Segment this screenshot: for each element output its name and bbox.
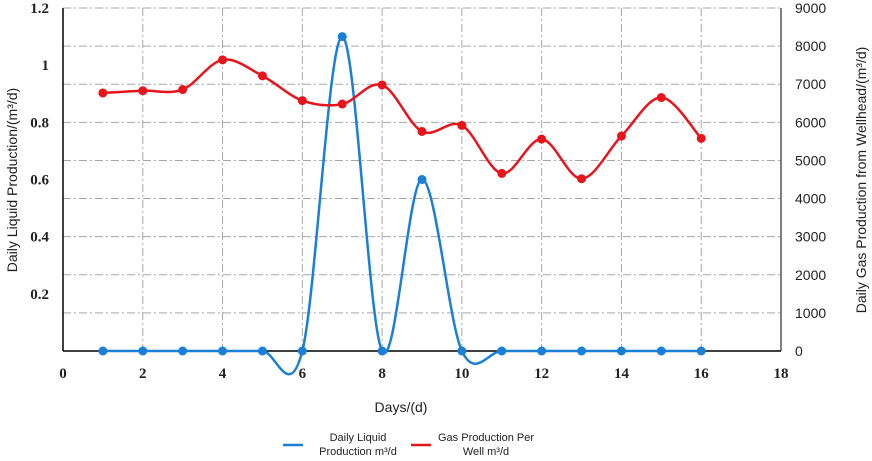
data-point xyxy=(497,168,507,178)
data-point xyxy=(417,126,427,136)
data-point xyxy=(297,96,307,106)
legend-label: Well m³/d xyxy=(463,446,509,458)
data-point xyxy=(497,346,507,356)
y-right-tick-label: 2000 xyxy=(795,267,826,283)
data-point xyxy=(98,346,108,356)
legend-label: Daily Liquid xyxy=(330,432,387,444)
y-right-tick-label: 1000 xyxy=(795,305,826,321)
data-point xyxy=(257,346,267,356)
data-point xyxy=(218,346,228,356)
y-right-tick-label: 0 xyxy=(795,343,803,359)
y-right-tick-label: 8000 xyxy=(795,38,826,54)
y-left-tick-label: 0.6 xyxy=(30,173,49,189)
data-point xyxy=(457,120,467,130)
tick-labels: 0 2 4 6 8 10 12 14 16 18 0.2 0.4 0.6 0.8 1 1.2 0 1000 2000… xyxy=(30,0,826,382)
x-tick-label: 8 xyxy=(378,366,386,382)
x-tick-label: 12 xyxy=(534,366,549,382)
series-1 xyxy=(98,32,706,376)
legend-item: Daily Liquid Production m³/d xyxy=(283,432,397,458)
y-left-tick-label: 1.2 xyxy=(30,1,49,17)
series-line xyxy=(102,35,702,376)
legend: Daily Liquid Production m³/d Gas Productio… xyxy=(283,432,534,458)
data-point xyxy=(178,346,188,356)
data-point xyxy=(138,346,148,356)
y-axis-left-title: Daily Liquid Production/(m³/d) xyxy=(4,88,20,272)
series xyxy=(98,32,706,376)
x-tick-label: 14 xyxy=(614,366,630,382)
data-point xyxy=(656,93,666,103)
data-point xyxy=(257,71,267,81)
data-point xyxy=(577,174,587,184)
x-tick-label: 4 xyxy=(219,366,227,382)
data-point xyxy=(537,134,547,144)
data-point xyxy=(377,80,387,90)
x-tick-label: 0 xyxy=(59,366,67,382)
legend-label: Production m³/d xyxy=(319,446,397,458)
data-point xyxy=(138,86,148,96)
data-point xyxy=(537,346,547,356)
data-point xyxy=(696,346,706,356)
x-axis-title: Days/(d) xyxy=(375,399,428,415)
y-left-tick-label: 0.2 xyxy=(30,287,49,303)
y-left-tick-label: 0.4 xyxy=(30,230,49,246)
y-right-tick-label: 5000 xyxy=(795,152,826,168)
data-point xyxy=(98,88,108,98)
data-point xyxy=(337,99,347,109)
x-tick-label: 16 xyxy=(694,366,710,382)
grid xyxy=(63,7,782,351)
y-right-tick-label: 4000 xyxy=(795,191,826,207)
x-tick-label: 6 xyxy=(299,366,307,382)
series-2 xyxy=(98,55,706,184)
y-right-tick-label: 9000 xyxy=(795,0,826,16)
data-point xyxy=(457,346,467,356)
data-point xyxy=(616,131,626,141)
data-point xyxy=(656,346,666,356)
data-point xyxy=(178,85,188,95)
data-point xyxy=(696,133,706,143)
x-tick-label: 10 xyxy=(454,366,469,382)
y-right-tick-label: 6000 xyxy=(795,114,826,130)
series-line xyxy=(102,58,703,180)
y-axis-right-title: Daily Gas Production from Wellhead/(m³/d… xyxy=(853,47,869,314)
y-left-tick-label: 1 xyxy=(42,58,50,74)
y-right-tick-label: 7000 xyxy=(795,76,826,92)
x-tick-label: 18 xyxy=(774,366,789,382)
y-right-tick-label: 3000 xyxy=(795,229,826,245)
data-point xyxy=(616,346,626,356)
data-point xyxy=(577,346,587,356)
data-point xyxy=(297,346,307,356)
legend-label: Gas Production Per xyxy=(438,432,534,444)
data-point xyxy=(218,55,228,65)
y-left-tick-label: 0.8 xyxy=(30,115,49,131)
data-point xyxy=(337,32,347,42)
data-point xyxy=(377,346,387,356)
data-point xyxy=(417,175,427,184)
x-tick-label: 2 xyxy=(139,366,147,382)
legend-item: Gas Production Per Well m³/d xyxy=(411,432,534,458)
